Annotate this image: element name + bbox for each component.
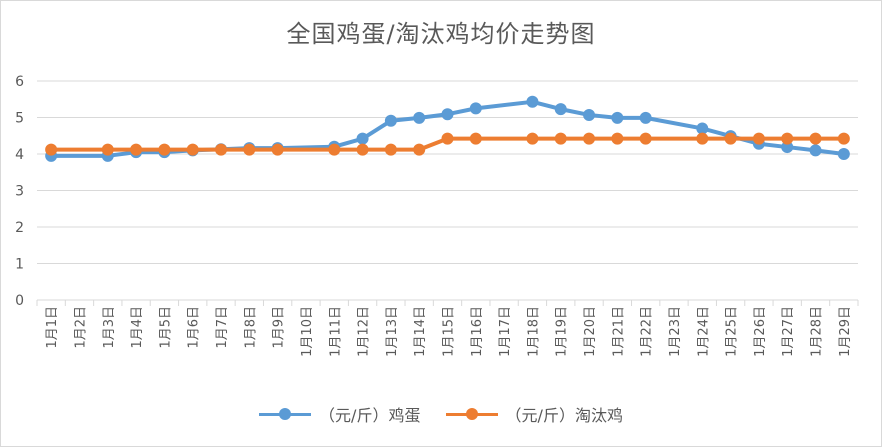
chart-title: 全国鸡蛋/淘汰鸡均价走势图 bbox=[286, 20, 596, 48]
x-tick-label-10: 1月10日 bbox=[300, 306, 315, 357]
x-tick-label-6: 1月6日 bbox=[187, 306, 202, 349]
series-0-point-11 bbox=[413, 111, 426, 124]
series-1-point-24 bbox=[837, 132, 850, 145]
x-tick-label-4: 1月4日 bbox=[130, 306, 145, 349]
legend-item-hen: （元/斤）淘汰鸡 bbox=[445, 402, 623, 426]
series-1-point-7 bbox=[271, 143, 284, 156]
series-0-point-14 bbox=[526, 95, 539, 108]
x-tick-label-5: 1月5日 bbox=[158, 306, 173, 349]
x-tick-label-12: 1月12日 bbox=[357, 306, 372, 357]
series-1-point-9 bbox=[356, 143, 369, 156]
series-1-point-15 bbox=[554, 132, 567, 145]
series-0-point-24 bbox=[837, 148, 850, 160]
series-0-point-9 bbox=[356, 132, 369, 145]
series-1-point-10 bbox=[384, 143, 397, 156]
series-1-point-2 bbox=[130, 143, 143, 156]
series-1-point-16 bbox=[583, 132, 596, 145]
series-1-point-4 bbox=[186, 143, 199, 156]
series-1-point-0 bbox=[45, 143, 58, 156]
series-1-point-11 bbox=[413, 143, 426, 156]
legend-swatch-egg bbox=[259, 407, 312, 421]
series-0-point-10 bbox=[384, 114, 397, 127]
series-1-point-19 bbox=[696, 132, 709, 145]
series-0-point-13 bbox=[469, 102, 482, 115]
x-tick-label-3: 1月3日 bbox=[102, 306, 117, 349]
series-1-point-21 bbox=[752, 132, 765, 145]
series-1-point-6 bbox=[243, 143, 256, 156]
y-tick-label-4: 4 bbox=[15, 147, 24, 163]
x-tick-label-1: 1月1日 bbox=[45, 306, 60, 349]
y-tick-label-1: 1 bbox=[15, 257, 24, 273]
x-tick-label-11: 1月11日 bbox=[328, 306, 343, 357]
x-tick-label-25: 1月25日 bbox=[725, 306, 740, 357]
legend-label-egg: （元/斤）鸡蛋 bbox=[319, 406, 421, 425]
x-tick-label-16: 1月16日 bbox=[470, 306, 485, 357]
x-tick-label-15: 1月15日 bbox=[442, 306, 457, 357]
series-0-point-23 bbox=[809, 144, 822, 157]
series-0-point-18 bbox=[639, 111, 652, 124]
y-tick-label-5: 5 bbox=[15, 111, 24, 127]
series-1-point-13 bbox=[469, 132, 482, 145]
y-tick-label-2: 2 bbox=[15, 220, 24, 236]
x-tick-label-19: 1月19日 bbox=[555, 306, 570, 357]
x-tick-label-24: 1月24日 bbox=[696, 306, 711, 357]
series-1-point-8 bbox=[328, 143, 341, 156]
legend-item-egg: （元/斤）鸡蛋 bbox=[259, 402, 420, 426]
series-1-point-14 bbox=[526, 132, 539, 145]
series-0-point-12 bbox=[441, 108, 454, 121]
x-tick-label-13: 1月13日 bbox=[385, 306, 400, 357]
x-tick-label-14: 1月14日 bbox=[413, 306, 428, 357]
legend-label-hen: （元/斤）淘汰鸡 bbox=[505, 406, 623, 425]
series-1-point-20 bbox=[724, 132, 737, 145]
x-tick-label-21: 1月21日 bbox=[611, 306, 626, 357]
x-tick-label-18: 1月18日 bbox=[526, 306, 541, 357]
series-1-point-3 bbox=[158, 143, 171, 156]
series-0-point-16 bbox=[583, 108, 596, 121]
series-1-point-12 bbox=[441, 132, 454, 145]
x-tick-label-20: 1月20日 bbox=[583, 306, 598, 357]
x-tick-label-26: 1月26日 bbox=[753, 306, 768, 357]
x-tick-label-23: 1月23日 bbox=[668, 306, 683, 357]
series-1-point-17 bbox=[611, 132, 624, 145]
x-tick-label-9: 1月9日 bbox=[272, 306, 287, 349]
series-0-point-19 bbox=[696, 122, 709, 135]
x-tick-label-28: 1月28日 bbox=[810, 306, 825, 357]
series-1-point-22 bbox=[781, 132, 794, 145]
series-0-point-15 bbox=[554, 103, 567, 116]
x-tick-label-7: 1月7日 bbox=[215, 306, 230, 349]
x-tick-label-17: 1月17日 bbox=[498, 306, 513, 357]
chart-legend: （元/斤）鸡蛋 （元/斤）淘汰鸡 bbox=[0, 402, 882, 426]
x-tick-label-2: 1月2日 bbox=[73, 306, 88, 349]
series-0-point-17 bbox=[611, 111, 624, 124]
series-1-point-18 bbox=[639, 132, 652, 145]
x-tick-label-29: 1月29日 bbox=[838, 306, 853, 357]
legend-swatch-hen bbox=[445, 407, 498, 421]
series-1-point-23 bbox=[809, 132, 822, 145]
x-tick-label-27: 1月27日 bbox=[781, 306, 796, 357]
y-tick-label-3: 3 bbox=[15, 184, 24, 200]
y-tick-label-0: 0 bbox=[15, 293, 24, 309]
series-1-point-5 bbox=[215, 143, 228, 156]
x-tick-label-22: 1月22日 bbox=[640, 306, 655, 357]
y-tick-label-6: 6 bbox=[15, 74, 24, 90]
series-1-point-1 bbox=[101, 143, 114, 156]
x-tick-label-8: 1月8日 bbox=[243, 306, 258, 349]
